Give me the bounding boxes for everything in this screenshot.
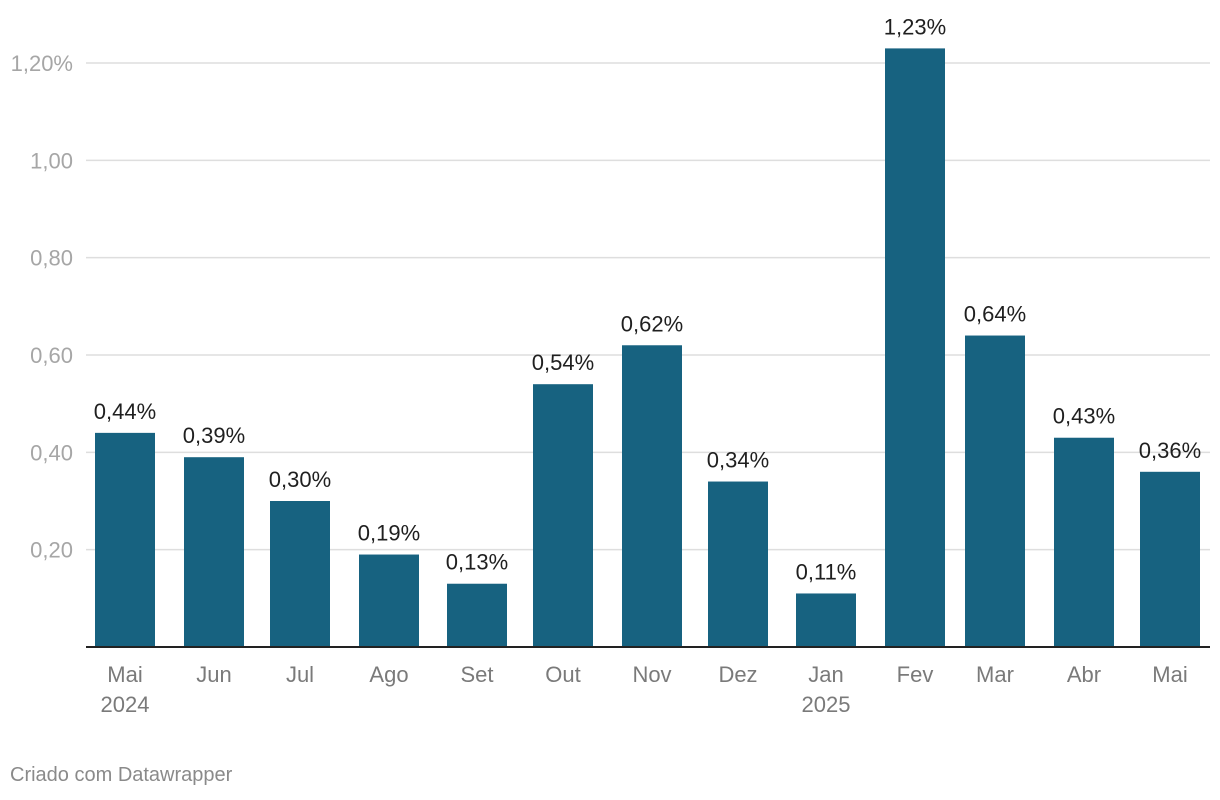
y-tick-label: 0,20 — [30, 538, 73, 563]
bar — [622, 345, 682, 647]
bar-value-label: 0,54% — [532, 350, 594, 375]
x-tick-year-label: 2025 — [802, 692, 851, 717]
x-tick-label: Jan — [808, 662, 843, 687]
x-tick-label: Jul — [286, 662, 314, 687]
y-tick-label: 0,40 — [30, 440, 73, 465]
bar-value-label: 0,11% — [796, 559, 857, 584]
x-tick-label: Mai — [1152, 662, 1187, 687]
bar — [1140, 471, 1200, 647]
bar — [359, 554, 419, 647]
bar-value-label: 0,36% — [1139, 438, 1201, 463]
x-tick-label: Fev — [897, 662, 934, 687]
bar-value-label: 0,64% — [964, 302, 1026, 327]
bar-value-label: 0,43% — [1053, 404, 1115, 429]
bar-value-label: 0,44% — [94, 399, 156, 424]
bars — [95, 48, 1200, 647]
bar-value-label: 0,39% — [183, 423, 245, 448]
bar-value-label: 0,30% — [269, 467, 331, 492]
bar — [447, 583, 507, 647]
x-tick-year-label: 2024 — [101, 692, 150, 717]
value-labels: 0,44% 0,39% 0,30% 0,19% 0,13% 0,54% 0,62% 0,34%… — [94, 14, 1201, 584]
bar-value-label: 0,34% — [707, 448, 769, 473]
footer-credit: Criado com Datawrapper — [10, 764, 233, 786]
bar — [708, 481, 768, 647]
x-tick-label: Dez — [718, 662, 757, 687]
x-axis-ticks: Mai 2024 Jun Jul Ago Set Out Nov Dez Jan 2025 Fev Ma… — [101, 662, 1188, 717]
y-tick-label: 1,20% — [11, 51, 73, 76]
bar — [533, 384, 593, 647]
y-tick-label: 0,80 — [30, 246, 73, 271]
bar-value-label: 0,19% — [358, 521, 420, 546]
bar — [885, 48, 945, 647]
bar — [1054, 437, 1114, 647]
bar — [796, 593, 856, 647]
bar-value-label: 0,62% — [621, 311, 683, 336]
bar — [184, 457, 244, 647]
bar-value-label: 0,13% — [446, 550, 508, 575]
x-tick-label: Abr — [1067, 662, 1101, 687]
bar — [270, 501, 330, 647]
bar-value-label: 1,23% — [884, 14, 946, 39]
bar — [965, 335, 1025, 647]
y-axis-ticks: 0,20 0,40 0,60 0,80 1,00 1,20% — [11, 51, 73, 563]
x-tick-label: Out — [545, 662, 580, 687]
x-tick-label: Set — [460, 662, 493, 687]
y-tick-label: 1,00 — [30, 148, 73, 173]
bar — [95, 432, 155, 647]
y-tick-label: 0,60 — [30, 343, 73, 368]
x-tick-label: Mai — [107, 662, 142, 687]
x-tick-label: Ago — [369, 662, 408, 687]
x-tick-label: Jun — [196, 662, 231, 687]
x-tick-label: Nov — [632, 662, 671, 687]
x-tick-label: Mar — [976, 662, 1014, 687]
